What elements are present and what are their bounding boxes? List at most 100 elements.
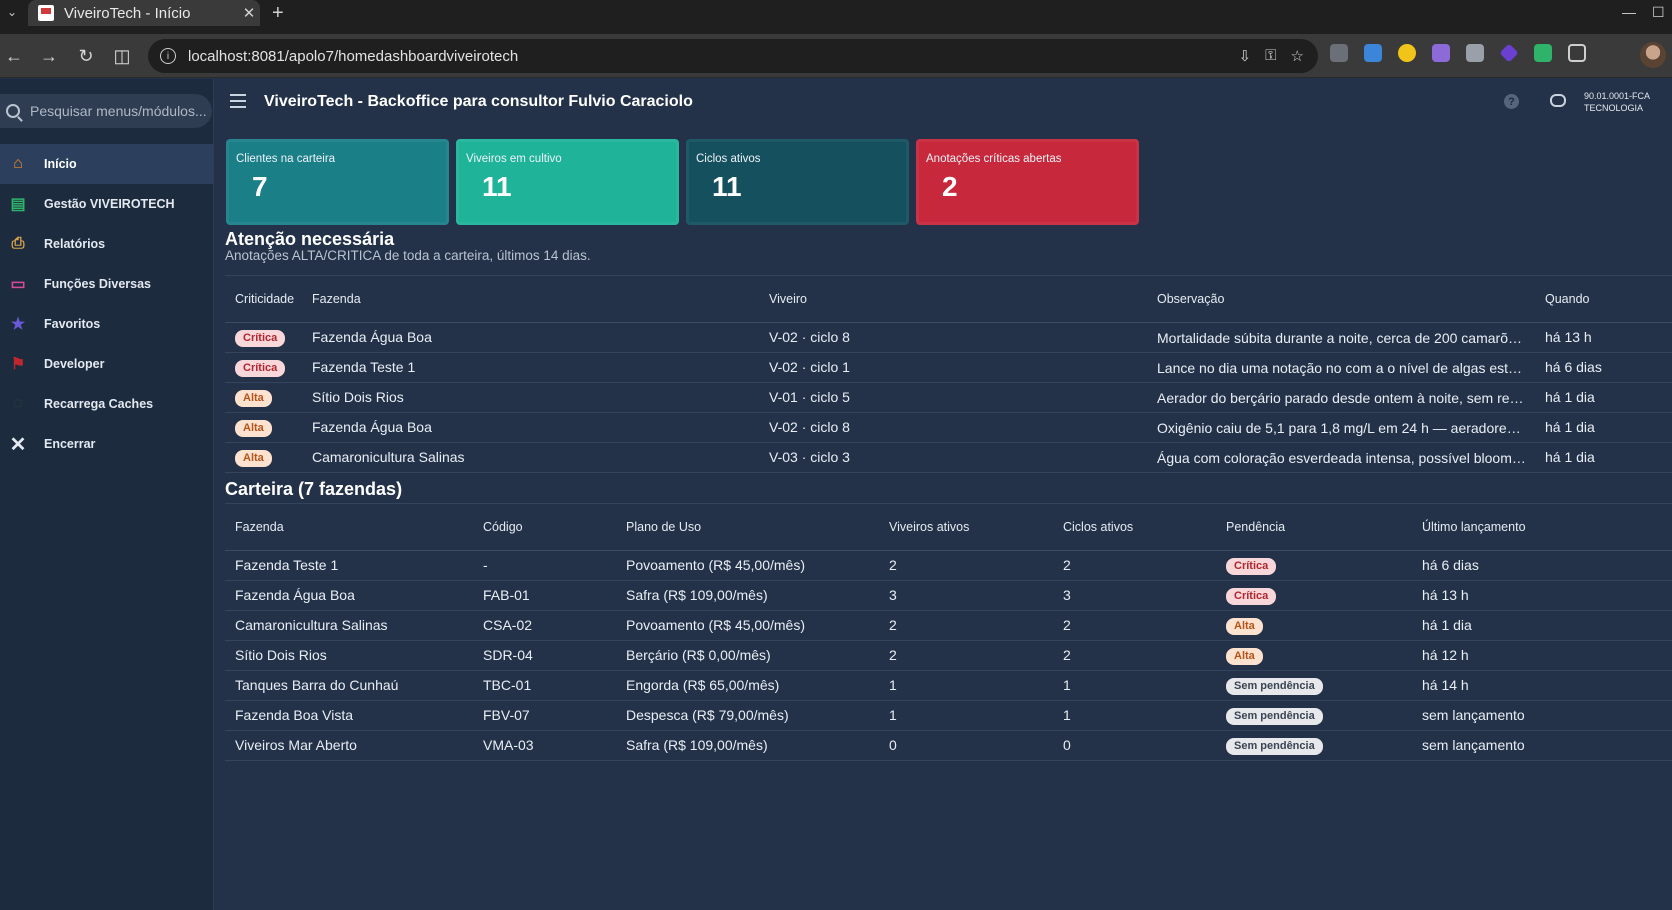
table-row[interactable]: Sítio Dois Rios SDR-04 Berçário (R$ 0,00/m… (225, 640, 1672, 671)
table-row[interactable]: Camaronicultura Salinas CSA-02 Povoamento … (225, 610, 1672, 641)
reload-icon[interactable]: ↻ (78, 45, 94, 66)
cell-text: há 14 h (1422, 677, 1469, 693)
table-row[interactable]: Fazenda Água Boa FAB-01 Safra (R$ 109,00/m… (225, 580, 1672, 611)
password-key-icon[interactable]: ⚿ (1265, 47, 1277, 64)
column-header-ciclos-ativos[interactable]: Ciclos ativos (1053, 504, 1216, 551)
column-header-codigo[interactable]: Código (473, 504, 616, 551)
menu-search[interactable] (0, 94, 212, 128)
search-icon (6, 104, 20, 118)
cell-text: Berçário (R$ 0,00/mês) (626, 647, 771, 663)
new-tab-icon[interactable]: + (272, 2, 284, 24)
table-cell: VMA-03 (473, 730, 616, 761)
cell-text: SDR-04 (483, 647, 533, 663)
table-cell: Povoamento (R$ 45,00/mês) (616, 550, 879, 581)
cell-text: Povoamento (R$ 45,00/mês) (626, 617, 805, 633)
split-view-icon[interactable]: ◫ (113, 45, 131, 66)
column-header-viveiro[interactable]: Viveiro (759, 276, 1147, 323)
column-header-criticidade[interactable]: Criticidade (225, 276, 302, 323)
browser-tab-bar: ⌄ ViveiroTech - Início ✕ + — ☐ (0, 0, 1672, 34)
table-row[interactable]: Alta Fazenda Água Boa V-02 · ciclo 8 Oxigên… (225, 412, 1672, 443)
criticality-badge: Alta (235, 449, 272, 467)
url-field[interactable]: i localhost:8081/apolo7/homedashboardviv… (148, 39, 1318, 73)
back-icon[interactable]: ← (5, 45, 23, 66)
column-header-observacao[interactable]: Observação (1147, 276, 1535, 323)
table-cell: Mortalidade súbita durante a noite, cerc… (1147, 322, 1535, 353)
column-header-viveiros-ativos[interactable]: Viveiros ativos (879, 504, 1053, 551)
sidebar-item-recarrega-caches[interactable]: ◌ Recarrega Caches (0, 384, 213, 424)
help-icon[interactable]: ? (1504, 94, 1519, 109)
extension-icon[interactable] (1364, 44, 1382, 62)
forward-icon[interactable]: → (40, 45, 58, 66)
cell-text: FAB-01 (483, 587, 530, 603)
cell-text: Sítio Dois Rios (312, 389, 404, 405)
table-cell: V-03 · ciclo 3 (759, 442, 1147, 473)
company-info[interactable]: 90.01.0001-FCA TECNOLOGIA (1584, 90, 1650, 114)
sidebar-menu: ⌂ Início ▤ Gestão VIVEIROTECH ⎙ Relatórios ▭ Fu… (0, 144, 213, 464)
cell-text: - (483, 557, 488, 573)
sidebar-item-favoritos[interactable]: ★ Favoritos (0, 304, 213, 344)
table-cell: Água com coloração esverdeada intensa, p… (1147, 442, 1535, 473)
home-icon: ⌂ (13, 155, 23, 172)
column-header-plano-de-uso[interactable]: Plano de Uso (616, 504, 879, 551)
tab-close-icon[interactable]: ✕ (242, 5, 256, 22)
bug-icon: ⚑ (10, 356, 26, 373)
table-row[interactable]: Crítica Fazenda Teste 1 V-02 · ciclo 1 Lanc… (225, 352, 1672, 383)
column-header-pendencia[interactable]: Pendência (1216, 504, 1412, 551)
sidebar-item-funcoes-diversas[interactable]: ▭ Funções Diversas (0, 264, 213, 304)
kpi-card-clientes-na-carteira[interactable]: Clientes na carteira 7 (226, 139, 449, 225)
table-row[interactable]: Crítica Fazenda Água Boa V-02 · ciclo 8 Mor… (225, 322, 1672, 353)
site-info-icon[interactable]: i (160, 48, 176, 64)
extension-icon[interactable] (1534, 44, 1552, 62)
cell-text: há 13 h (1422, 587, 1469, 603)
table-cell: Alta (225, 412, 302, 443)
table-row[interactable]: Fazenda Teste 1 - Povoamento (R$ 45,00/mês… (225, 550, 1672, 581)
profile-avatar[interactable] (1640, 42, 1666, 68)
table-cell: Fazenda Água Boa (302, 322, 759, 353)
minimize-icon[interactable]: — (1622, 4, 1636, 20)
sidebar-item-encerrar[interactable]: ✕ Encerrar (0, 424, 213, 464)
sidebar-item-relatorios[interactable]: ⎙ Relatórios (0, 224, 213, 264)
extension-icon[interactable] (1398, 44, 1416, 62)
column-header-ultimo-lancamento[interactable]: Último lançamento (1412, 504, 1672, 551)
bookmark-star-icon[interactable]: ☆ (1290, 48, 1304, 65)
extension-icon[interactable] (1432, 44, 1450, 62)
table-row[interactable]: Alta Sítio Dois Rios V-01 · ciclo 5 Aerador… (225, 382, 1672, 413)
column-header-quando[interactable]: Quando (1535, 276, 1672, 323)
table-cell: 1 (879, 670, 1053, 701)
sidebar-item-gestao-viveirotech[interactable]: ▤ Gestão VIVEIROTECH (0, 184, 213, 224)
sidebar-item-developer[interactable]: ⚑ Developer (0, 344, 213, 384)
browser-tab[interactable]: ViveiroTech - Início ✕ (28, 0, 260, 26)
table-row[interactable]: Alta Camaronicultura Salinas V-03 · ciclo … (225, 442, 1672, 473)
tab-list-chevron-icon[interactable]: ⌄ (6, 5, 18, 19)
cell-text: Engorda (R$ 65,00/mês) (626, 677, 780, 693)
kpi-card-viveiros-em-cultivo[interactable]: Viveiros em cultivo 11 (456, 139, 679, 225)
hamburger-menu-icon[interactable] (230, 94, 246, 108)
extensions-puzzle-icon[interactable] (1568, 44, 1586, 62)
cell-text: Safra (R$ 109,00/mês) (626, 587, 768, 603)
cell-text: V-02 · ciclo 8 (769, 329, 850, 345)
maximize-icon[interactable]: ☐ (1652, 4, 1665, 20)
sidebar-item-label: Developer (44, 357, 105, 371)
extension-icon[interactable] (1466, 44, 1484, 62)
table-cell: Lance no dia uma notação no com a o níve… (1147, 352, 1535, 383)
kpi-card-anotacoes-criticas-abertas[interactable]: Anotações críticas abertas 2 (916, 139, 1139, 225)
kpi-card-ciclos-ativos[interactable]: Ciclos ativos 11 (686, 139, 909, 225)
observation-text: Oxigênio caiu de 5,1 para 1,8 mg/L em 24… (1157, 419, 1527, 436)
cell-text: FBV-07 (483, 707, 530, 723)
table-row[interactable]: Tanques Barra do Cunhaú TBC-01 Engorda (R$… (225, 670, 1672, 701)
menu-search-input[interactable] (30, 103, 210, 119)
column-header-fazenda[interactable]: Fazenda (225, 504, 473, 551)
table-cell: 2 (1053, 610, 1216, 641)
extension-icon[interactable] (1330, 44, 1348, 62)
install-app-icon[interactable]: ⇩ (1238, 48, 1252, 65)
table-row[interactable]: Fazenda Boa Vista FBV-07 Despesca (R$ 79,0… (225, 700, 1672, 731)
criticality-badge: Alta (235, 389, 272, 407)
extension-icon[interactable] (1499, 43, 1519, 63)
cell-text: Fazenda Boa Vista (235, 707, 354, 723)
sidebar-item-inicio[interactable]: ⌂ Início (0, 144, 213, 184)
column-header-fazenda[interactable]: Fazenda (302, 276, 759, 323)
cell-text: 3 (1063, 587, 1071, 603)
table-cell: Sítio Dois Rios (225, 640, 473, 671)
table-row[interactable]: Viveiros Mar Aberto VMA-03 Safra (R$ 109,0… (225, 730, 1672, 761)
chat-icon[interactable] (1550, 94, 1566, 107)
